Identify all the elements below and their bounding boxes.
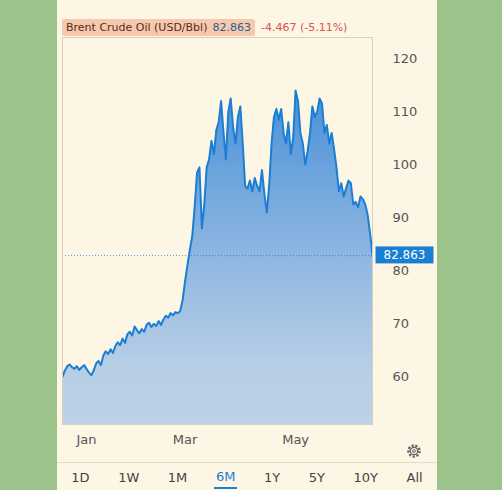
svg-text:60: 60: [393, 369, 410, 384]
svg-text:120: 120: [393, 51, 418, 66]
html-text:Brent Crude Oil (USD/Bbl) 82.8: Brent Crude Oil (USD/Bbl) 82.863: [66, 21, 251, 34]
html-text:1D: 1D: [71, 469, 90, 485]
svg-text:110: 110: [393, 104, 418, 119]
svg-text:70: 70: [393, 316, 410, 331]
svg-text:100: 100: [393, 157, 418, 172]
html-text:-4.467 (-5.11%): -4.467 (-5.11%): [261, 21, 348, 34]
html-text:5Y: 5Y: [308, 469, 325, 485]
svg-text:80: 80: [393, 263, 410, 278]
svg-text:Jan: Jan: [76, 432, 97, 447]
html-text:1M: 1M: [167, 469, 188, 485]
html-text:1Y: 1Y: [263, 469, 281, 485]
html-text:1W: 1W: [118, 469, 140, 485]
svg-text:82.863: 82.863: [384, 248, 426, 262]
html-text:10Y: 10Y: [353, 469, 378, 485]
svg-text:90: 90: [393, 210, 410, 225]
html-text:All: All: [406, 469, 423, 485]
html-text:6M: 6M: [215, 468, 236, 484]
svg-text:May: May: [282, 432, 309, 447]
svg-text:Mar: Mar: [173, 432, 198, 447]
